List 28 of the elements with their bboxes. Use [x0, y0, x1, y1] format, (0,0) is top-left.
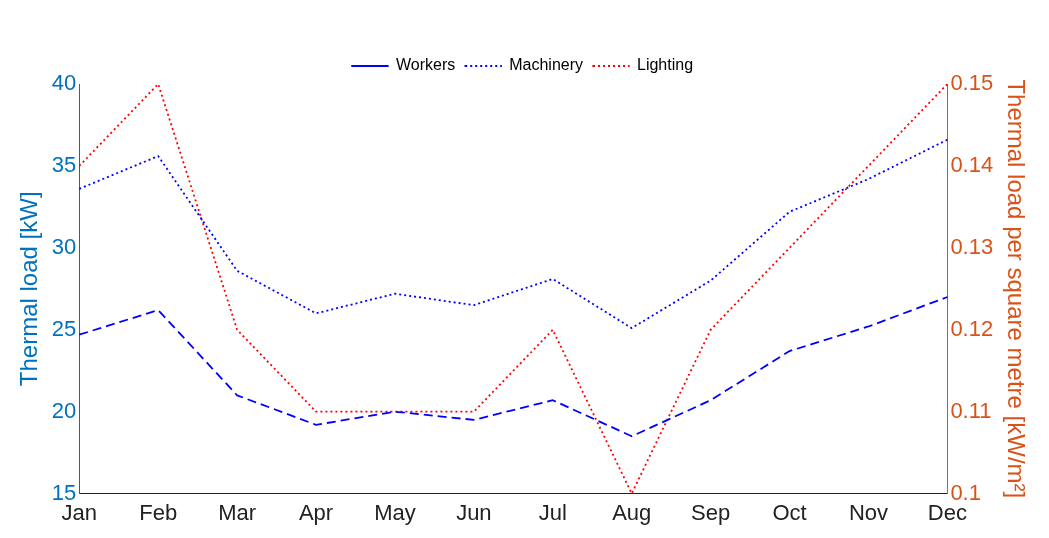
x-tick-label: Oct [772, 499, 807, 525]
x-tick-label: Aug [612, 499, 652, 525]
x-tick-label: Feb [139, 499, 178, 525]
y-tick-label: 35 [51, 151, 77, 177]
y2-tick-label: 0.15 [950, 70, 994, 96]
line-series [78, 296, 949, 438]
legend-label: Machinery [509, 56, 584, 74]
x-tick-label: Nov [848, 499, 889, 525]
line-series [78, 138, 949, 330]
y-tick-label: 30 [51, 233, 77, 259]
x-tick-label: Jun [456, 499, 492, 525]
x-tick-label: May [374, 499, 416, 525]
y-tick-label: 40 [51, 70, 77, 96]
x-tick-label: Mar [218, 499, 257, 525]
x-tick-label: Sep [691, 499, 731, 525]
y-tick-label: 25 [51, 315, 77, 341]
line-series [78, 84, 949, 494]
x-tick-label: Jul [538, 499, 567, 525]
y2-tick-label: 0.12 [950, 315, 994, 341]
legend-label: Lighting [637, 56, 694, 74]
y2-tick-label: 0.13 [950, 233, 994, 259]
y-tick-label: 20 [51, 397, 77, 423]
x-tick-label: Apr [298, 499, 334, 525]
y2-tick-label: 0.11 [950, 397, 992, 423]
y2-axis-title: Thermal load per square metre [kW/m²] [1002, 79, 1030, 499]
y-axis-title: Thermal load [kW] [15, 191, 43, 387]
legend-label: Workers [395, 56, 456, 74]
y2-tick-label: 0.14 [950, 151, 994, 177]
